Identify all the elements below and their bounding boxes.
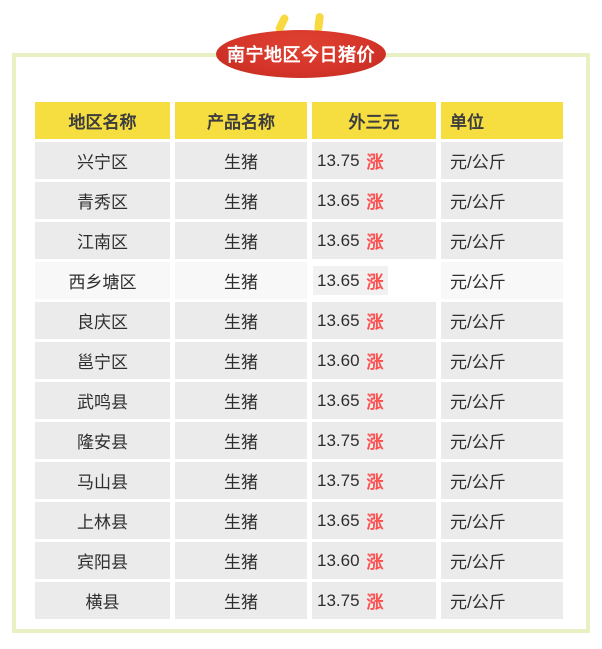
price-value-wrap: 13.65 涨 — [313, 306, 388, 335]
price-cell: 13.60 涨 — [312, 342, 436, 379]
page-title: 南宁地区今日猪价 — [227, 45, 375, 65]
price-value-wrap: 13.75 涨 — [313, 146, 388, 175]
price-value: 13.75 — [317, 590, 360, 610]
price-value: 13.60 — [317, 550, 360, 570]
column-header-product: 产品名称 — [175, 102, 307, 139]
price-value: 13.65 — [317, 510, 360, 530]
price-value: 13.75 — [317, 430, 360, 450]
price-value: 13.65 — [317, 190, 360, 210]
trend-rise-label: 涨 — [366, 393, 384, 412]
unit-cell: 元/公斤 — [441, 382, 563, 419]
product-cell: 生猪 — [175, 342, 307, 379]
column-header-unit: 单位 — [441, 102, 563, 139]
product-cell: 生猪 — [175, 262, 307, 299]
product-cell: 生猪 — [175, 302, 307, 339]
price-value-wrap: 13.65 涨 — [313, 386, 388, 415]
trend-rise-label: 涨 — [366, 433, 384, 452]
price-value: 13.65 — [317, 230, 360, 250]
unit-cell: 元/公斤 — [441, 462, 563, 499]
unit-cell: 元/公斤 — [441, 142, 563, 179]
price-cell: 13.65 涨 — [312, 182, 436, 219]
trend-rise-label: 涨 — [366, 153, 384, 172]
region-cell: 横县 — [35, 582, 170, 619]
price-cell: 13.65 涨 — [312, 262, 436, 299]
price-value: 13.65 — [317, 270, 360, 290]
trend-rise-label: 涨 — [366, 473, 384, 492]
price-table: 地区名称 产品名称 外三元 单位 兴宁区 生猪 13.75 涨 元/公斤 青秀区… — [35, 102, 563, 619]
trend-rise-label: 涨 — [366, 593, 384, 612]
region-cell: 马山县 — [35, 462, 170, 499]
price-value: 13.65 — [317, 390, 360, 410]
trend-rise-label: 涨 — [366, 193, 384, 212]
product-cell: 生猪 — [175, 182, 307, 219]
price-value-wrap: 13.75 涨 — [313, 586, 388, 615]
price-cell: 13.75 涨 — [312, 142, 436, 179]
trend-rise-label: 涨 — [366, 233, 384, 252]
trend-rise-label: 涨 — [366, 273, 384, 292]
unit-cell: 元/公斤 — [441, 182, 563, 219]
price-cell: 13.60 涨 — [312, 542, 436, 579]
price-value: 13.75 — [317, 150, 360, 170]
price-value: 13.75 — [317, 470, 360, 490]
price-value-wrap: 13.60 涨 — [313, 546, 388, 575]
price-cell: 13.65 涨 — [312, 502, 436, 539]
unit-cell: 元/公斤 — [441, 502, 563, 539]
price-value-wrap: 13.60 涨 — [313, 346, 388, 375]
price-cell: 13.65 涨 — [312, 222, 436, 259]
trend-rise-label: 涨 — [366, 313, 384, 332]
region-cell: 良庆区 — [35, 302, 170, 339]
unit-cell: 元/公斤 — [441, 302, 563, 339]
unit-cell: 元/公斤 — [441, 342, 563, 379]
product-cell: 生猪 — [175, 382, 307, 419]
unit-cell: 元/公斤 — [441, 542, 563, 579]
trend-rise-label: 涨 — [366, 353, 384, 372]
badge-ellipse: 南宁地区今日猪价 — [216, 30, 386, 78]
product-cell: 生猪 — [175, 582, 307, 619]
region-cell: 宾阳县 — [35, 542, 170, 579]
unit-cell: 元/公斤 — [441, 582, 563, 619]
unit-cell: 元/公斤 — [441, 422, 563, 459]
price-value-wrap: 13.65 涨 — [313, 266, 388, 295]
price-value: 13.60 — [317, 350, 360, 370]
product-cell: 生猪 — [175, 142, 307, 179]
price-value-wrap: 13.65 涨 — [313, 186, 388, 215]
price-cell: 13.65 涨 — [312, 302, 436, 339]
price-value: 13.65 — [317, 310, 360, 330]
title-badge: 南宁地区今日猪价 — [216, 12, 386, 78]
product-cell: 生猪 — [175, 502, 307, 539]
product-cell: 生猪 — [175, 222, 307, 259]
price-cell: 13.75 涨 — [312, 462, 436, 499]
region-cell: 兴宁区 — [35, 142, 170, 179]
region-cell: 西乡塘区 — [35, 262, 170, 299]
price-value-wrap: 13.75 涨 — [313, 466, 388, 495]
region-cell: 上林县 — [35, 502, 170, 539]
region-cell: 青秀区 — [35, 182, 170, 219]
price-value-wrap: 13.75 涨 — [313, 426, 388, 455]
region-cell: 武鸣县 — [35, 382, 170, 419]
region-cell: 江南区 — [35, 222, 170, 259]
price-cell: 13.65 涨 — [312, 382, 436, 419]
unit-cell: 元/公斤 — [441, 262, 563, 299]
product-cell: 生猪 — [175, 422, 307, 459]
region-cell: 邕宁区 — [35, 342, 170, 379]
column-header-region: 地区名称 — [35, 102, 170, 139]
product-cell: 生猪 — [175, 542, 307, 579]
region-cell: 隆安县 — [35, 422, 170, 459]
price-cell: 13.75 涨 — [312, 582, 436, 619]
unit-cell: 元/公斤 — [441, 222, 563, 259]
price-value-wrap: 13.65 涨 — [313, 506, 388, 535]
price-value-wrap: 13.65 涨 — [313, 226, 388, 255]
column-header-price: 外三元 — [312, 102, 436, 139]
trend-rise-label: 涨 — [366, 513, 384, 532]
trend-rise-label: 涨 — [366, 553, 384, 572]
price-cell: 13.75 涨 — [312, 422, 436, 459]
product-cell: 生猪 — [175, 462, 307, 499]
